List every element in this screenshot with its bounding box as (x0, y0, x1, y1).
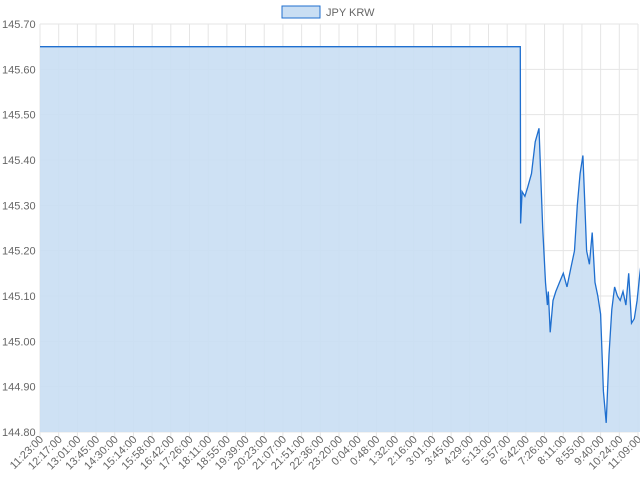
plot-area (40, 46, 640, 432)
series-line (40, 46, 640, 423)
y-tick-label: 145.10 (2, 291, 36, 303)
y-tick-label: 145.00 (2, 336, 36, 348)
y-tick-label: 144.80 (2, 427, 36, 439)
y-tick-label: 144.90 (2, 382, 36, 394)
legend[interactable]: JPY KRW (281, 5, 375, 19)
y-tick-label: 145.20 (2, 246, 36, 258)
y-tick-label: 145.50 (2, 110, 36, 122)
x-axis: 11:23:0012:17:0013:01:0013:45:0014:30:00… (8, 434, 640, 473)
y-axis: 145.70 145.60 145.50 145.40 145.30 145.20 145.… (2, 19, 36, 439)
y-tick-label: 145.60 (2, 64, 36, 76)
legend-swatch (281, 5, 321, 19)
y-tick-label: 145.30 (2, 200, 36, 212)
y-tick-label: 145.40 (2, 155, 36, 167)
series-area (40, 46, 640, 432)
y-tick-label: 145.70 (2, 19, 36, 31)
legend-label: JPY KRW (326, 7, 375, 19)
